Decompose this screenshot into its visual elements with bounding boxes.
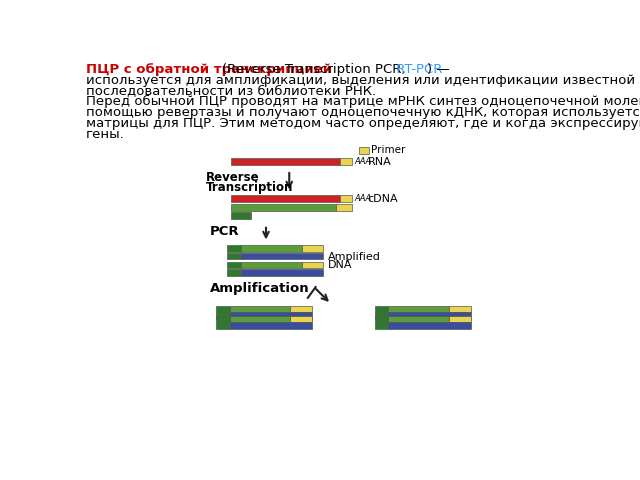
Text: гены.: гены. [86, 128, 125, 141]
Bar [340, 195, 352, 203]
Bar [227, 253, 241, 259]
Text: Reverse: Reverse [205, 171, 259, 184]
Text: DNA: DNA [328, 260, 353, 270]
Bar [359, 147, 369, 154]
Text: последовательности из библиотеки РНК.: последовательности из библиотеки РНК. [86, 84, 376, 97]
Bar [230, 312, 312, 319]
Bar [231, 204, 336, 211]
Text: Amplification: Amplification [210, 282, 310, 295]
Bar [340, 158, 352, 166]
Bar [301, 245, 323, 252]
Bar [449, 306, 470, 312]
Text: PCR: PCR [210, 225, 240, 238]
Bar [230, 315, 290, 322]
Bar [290, 315, 312, 322]
Bar [374, 323, 388, 329]
Bar [216, 315, 230, 322]
Bar [230, 306, 290, 312]
Text: AAA: AAA [355, 194, 372, 204]
Text: RT-PCR: RT-PCR [392, 63, 442, 76]
Bar [449, 315, 470, 322]
Bar [388, 306, 449, 312]
Bar [388, 312, 470, 319]
Bar [216, 312, 230, 319]
Text: Amplified: Amplified [328, 252, 381, 262]
Bar [241, 253, 323, 259]
Bar [374, 315, 388, 322]
Bar [216, 323, 230, 329]
Bar [374, 306, 388, 312]
Text: ) —: ) — [428, 63, 450, 76]
Bar [374, 312, 388, 319]
Bar [241, 262, 301, 268]
Text: Transcription: Transcription [205, 181, 293, 194]
Bar [227, 245, 241, 252]
Bar [230, 323, 312, 329]
Text: используется для амплификации, выделения или идентификации известной: используется для амплификации, выделения… [86, 74, 636, 87]
Text: ПЦР с обратной транскрипцией: ПЦР с обратной транскрипцией [86, 63, 332, 76]
Text: (Reverse Transcription PCR,: (Reverse Transcription PCR, [222, 63, 405, 76]
Bar [388, 323, 470, 329]
Bar [227, 269, 241, 276]
Bar [388, 315, 449, 322]
Bar [241, 269, 323, 276]
Text: матрицы для ПЦР. Этим методом часто определяют, где и когда экспрессируются данн: матрицы для ПЦР. Этим методом часто опре… [86, 117, 640, 130]
Text: RNA: RNA [367, 157, 391, 167]
Bar [301, 262, 323, 268]
Text: Перед обычной ПЦР проводят на матрице мРНК синтез одноцепочечной молекулы ДНК с: Перед обычной ПЦР проводят на матрице мР… [86, 96, 640, 108]
Bar [231, 158, 340, 166]
Bar [231, 212, 250, 219]
Text: AAA: AAA [355, 157, 372, 167]
Bar [231, 195, 340, 203]
Bar [227, 262, 241, 268]
Text: cDNA: cDNA [367, 194, 398, 204]
Text: помощью ревертазы и получают одноцепочечную кДНК, которая используется в качеств: помощью ревертазы и получают одноцепочеч… [86, 106, 640, 119]
Bar [241, 245, 301, 252]
Bar [290, 306, 312, 312]
Text: Primer: Primer [371, 145, 406, 156]
Bar [336, 204, 352, 211]
Bar [216, 306, 230, 312]
